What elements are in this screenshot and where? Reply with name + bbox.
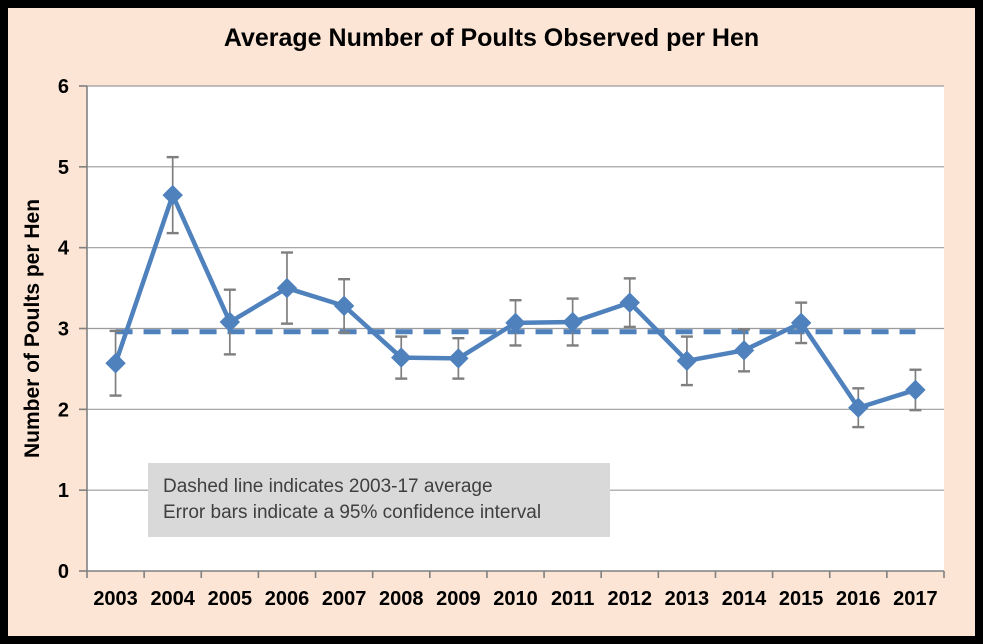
y-tick-labels: 0 1 2 3 4 5 6 (58, 76, 70, 583)
x-tick-label: 2017 (893, 588, 938, 610)
x-tick-label: 2010 (493, 588, 538, 610)
y-tick-label: 4 (58, 238, 70, 260)
x-tick-label: 2009 (436, 588, 481, 610)
y-tick-label: 6 (58, 76, 69, 98)
y-tick-label: 5 (58, 157, 69, 179)
data-point-marker (848, 397, 869, 418)
x-tick-label: 2015 (779, 588, 824, 610)
y-tick-label: 1 (58, 480, 69, 502)
data-point-marker (219, 311, 241, 333)
data-point-marker (733, 340, 755, 361)
data-point-marker (105, 353, 126, 374)
x-tick-label: 2011 (551, 588, 594, 610)
x-tick-labels: 2003 2004 2005 2006 2007 2008 2009 2010 2011 2012… (93, 588, 937, 610)
series-markers (105, 184, 926, 418)
x-tick-label: 2012 (608, 588, 653, 610)
y-tick-label: 3 (58, 319, 69, 341)
annotation-line-1: Dashed line indicates 2003-17 average (163, 476, 493, 497)
data-point-marker (391, 347, 412, 368)
x-tick-label: 2005 (208, 588, 253, 610)
data-point-marker (448, 348, 469, 369)
x-tick-label: 2008 (379, 588, 424, 610)
x-tick-label: 2014 (722, 588, 767, 610)
data-point-marker (676, 350, 698, 372)
y-axis-title: Number of Poults per Hen (21, 198, 44, 459)
data-point-marker (333, 295, 355, 317)
x-tick-label: 2016 (836, 588, 881, 610)
x-tick-label: 2004 (150, 588, 195, 610)
annotation-line-2: Error bars indicate a 95% confidence int… (163, 502, 542, 523)
data-point-marker (562, 311, 583, 333)
x-tick-label: 2006 (265, 588, 310, 610)
y-tick-label: 0 (58, 561, 69, 583)
data-point-marker (790, 312, 812, 334)
axis-ticks (79, 85, 945, 578)
data-point-marker (505, 312, 526, 334)
x-tick-label: 2003 (93, 588, 138, 610)
data-point-marker (276, 277, 298, 299)
data-point-marker (905, 379, 926, 401)
x-tick-label: 2013 (665, 588, 710, 610)
x-tick-label: 2007 (322, 588, 367, 610)
data-point-marker (619, 292, 640, 313)
data-point-marker (162, 184, 183, 206)
y-tick-label: 2 (58, 399, 69, 421)
chart-title: Average Number of Poults Observed per He… (223, 24, 760, 52)
annotation-box: Dashed line indicates 2003-17 average Er… (148, 463, 610, 537)
